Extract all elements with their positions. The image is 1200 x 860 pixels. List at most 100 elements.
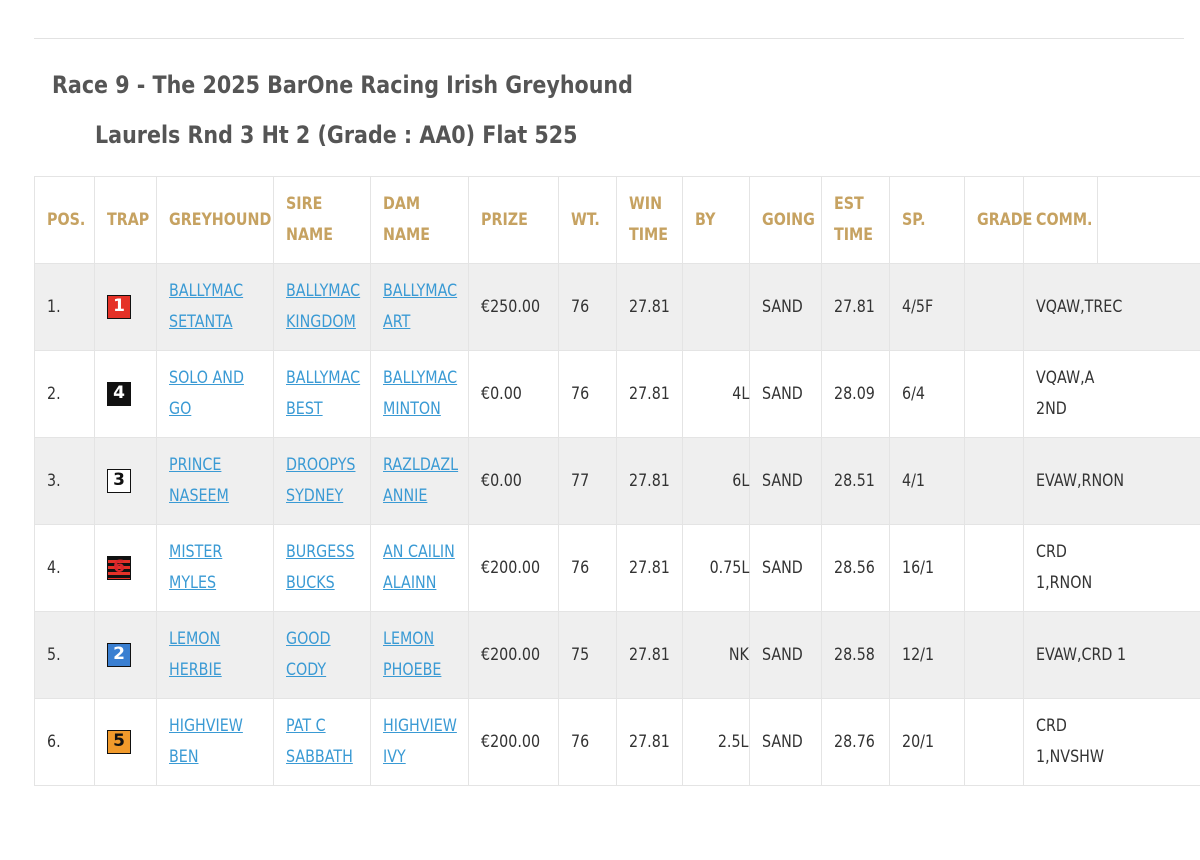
cell-est-time: 28.58 (821, 611, 890, 699)
cell-sire[interactable]: DROOPYS SYDNEY (273, 437, 371, 525)
trap-number-badge: 6 (107, 555, 131, 580)
cell-grade (964, 698, 1024, 786)
cell-sire[interactable]: BALLYMAC BEST (273, 350, 371, 438)
cell-sp: 4/1 (889, 437, 965, 525)
dam-link[interactable]: BALLYMAC MINTON (383, 368, 458, 419)
col-header-prize: PRIZE (468, 176, 559, 264)
cell-sire[interactable]: BURGESS BUCKS (273, 524, 371, 612)
dam-link[interactable]: AN CAILIN ALAINN (383, 542, 455, 593)
trap-number-badge: 5 (107, 729, 131, 754)
cell-trap: 3 (94, 437, 157, 525)
top-divider (34, 38, 1184, 39)
cell-going: SAND (749, 698, 822, 786)
cell-going: SAND (749, 263, 822, 351)
cell-sp: 16/1 (889, 524, 965, 612)
greyhound-link[interactable]: BALLYMAC SETANTA (169, 281, 244, 332)
cell-wt: 76 (558, 350, 617, 438)
cell-by: 6L (682, 437, 750, 525)
cell-grade (964, 437, 1024, 525)
cell-dam[interactable]: AN CAILIN ALAINN (370, 524, 469, 612)
cell-greyhound[interactable]: BALLYMAC SETANTA (156, 263, 274, 351)
col-header-trap: TRAP (94, 176, 157, 264)
col-header-est-time: EST TIME (821, 176, 890, 264)
cell-dam[interactable]: LEMON PHOEBE (370, 611, 469, 699)
col-header-wt: WT. (558, 176, 617, 264)
cell-pos: 6. (34, 698, 95, 786)
cell-prize: €250.00 (468, 263, 559, 351)
sire-link[interactable]: PAT C SABBATH (286, 716, 353, 767)
cell-trap: 2 (94, 611, 157, 699)
cell-trap: 4 (94, 350, 157, 438)
cell-prize: €0.00 (468, 437, 559, 525)
sire-link[interactable]: BALLYMAC KINGDOM (286, 281, 361, 332)
cell-sire[interactable]: BALLYMAC KINGDOM (273, 263, 371, 351)
sire-link[interactable]: DROOPYS SYDNEY (286, 455, 356, 506)
cell-greyhound[interactable]: PRINCE NASEEM (156, 437, 274, 525)
dam-link[interactable]: RAZLDAZL ANNIE (383, 455, 459, 506)
cell-est-time: 28.51 (821, 437, 890, 525)
cell-pos: 1. (34, 263, 95, 351)
cell-grade (964, 524, 1024, 612)
cell-by: 2.5L (682, 698, 750, 786)
cell-sp: 12/1 (889, 611, 965, 699)
col-header-blank (1097, 176, 1200, 264)
table-row: 3. 3 PRINCE NASEEM DROOPYS SYDNEY RAZLDAZL ANNI… (34, 437, 1200, 525)
cell-greyhound[interactable]: SOLO AND GO (156, 350, 274, 438)
cell-comm: CRD 1,RNON (1023, 524, 1200, 612)
cell-pos: 3. (34, 437, 95, 525)
cell-prize: €200.00 (468, 698, 559, 786)
col-header-by: BY (682, 176, 750, 264)
cell-greyhound[interactable]: HIGHVIEW BEN (156, 698, 274, 786)
cell-greyhound[interactable]: LEMON HERBIE (156, 611, 274, 699)
cell-sire[interactable]: GOOD CODY (273, 611, 371, 699)
cell-wt: 76 (558, 524, 617, 612)
trap-number-badge: 2 (107, 642, 131, 667)
col-header-dam-name: DAM NAME (370, 176, 469, 264)
trap-number-badge: 3 (107, 468, 131, 493)
cell-pos: 5. (34, 611, 95, 699)
cell-grade (964, 611, 1024, 699)
cell-grade (964, 263, 1024, 351)
cell-est-time: 28.56 (821, 524, 890, 612)
greyhound-link[interactable]: LEMON HERBIE (169, 629, 222, 680)
results-table: POS. TRAP GREYHOUND SIRE NAME DAM NAME PRI… (34, 176, 1200, 786)
col-header-going: GOING (749, 176, 822, 264)
cell-prize: €200.00 (468, 524, 559, 612)
cell-by: 4L (682, 350, 750, 438)
cell-going: SAND (749, 611, 822, 699)
dam-link[interactable]: LEMON PHOEBE (383, 629, 442, 680)
race-title-line-1: Race 9 - The 2025 BarOne Racing Irish Gr… (52, 71, 633, 99)
greyhound-link[interactable]: PRINCE NASEEM (169, 455, 229, 506)
race-title-line-2: Laurels Rnd 3 Ht 2 (Grade : AA0) Flat 52… (95, 121, 578, 149)
cell-dam[interactable]: BALLYMAC MINTON (370, 350, 469, 438)
table-row: 1. 1 BALLYMAC SETANTA BALLYMAC KINGDOM BALLYMA… (34, 263, 1200, 351)
greyhound-link[interactable]: MISTER MYLES (169, 542, 223, 593)
dam-link[interactable]: BALLYMAC ART (383, 281, 458, 332)
cell-dam[interactable]: RAZLDAZL ANNIE (370, 437, 469, 525)
dam-link[interactable]: HIGHVIEW IVY (383, 716, 457, 767)
sire-link[interactable]: BURGESS BUCKS (286, 542, 355, 593)
cell-trap: 1 (94, 263, 157, 351)
cell-wt: 75 (558, 611, 617, 699)
cell-trap: 5 (94, 698, 157, 786)
table-row: 4. 6 MISTER MYLES BURGESS BUCKS AN CAILIN ALAIN… (34, 524, 1200, 612)
cell-pos: 2. (34, 350, 95, 438)
race-title: Race 9 - The 2025 BarOne Racing Irish Gr… (52, 60, 826, 160)
cell-trap: 6 (94, 524, 157, 612)
cell-dam[interactable]: BALLYMAC ART (370, 263, 469, 351)
sire-link[interactable]: GOOD CODY (286, 629, 331, 680)
col-header-comm: COMM. (1023, 176, 1098, 264)
cell-sire[interactable]: PAT C SABBATH (273, 698, 371, 786)
cell-est-time: 28.09 (821, 350, 890, 438)
cell-greyhound[interactable]: MISTER MYLES (156, 524, 274, 612)
greyhound-link[interactable]: HIGHVIEW BEN (169, 716, 243, 767)
cell-sp: 4/5F (889, 263, 965, 351)
cell-comm: CRD 1,NVSHW (1023, 698, 1200, 786)
cell-win-time: 27.81 (616, 437, 683, 525)
cell-going: SAND (749, 524, 822, 612)
greyhound-link[interactable]: SOLO AND GO (169, 368, 244, 419)
cell-dam[interactable]: HIGHVIEW IVY (370, 698, 469, 786)
cell-going: SAND (749, 437, 822, 525)
sire-link[interactable]: BALLYMAC BEST (286, 368, 361, 419)
trap-number-badge: 1 (107, 294, 131, 319)
